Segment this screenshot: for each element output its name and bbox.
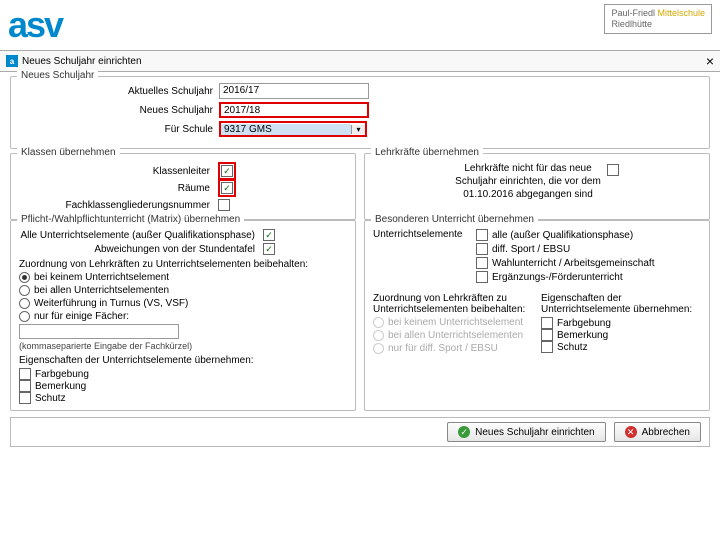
- checkbox-fachklassen[interactable]: [218, 199, 230, 211]
- close-icon[interactable]: ×: [706, 53, 714, 69]
- label-farbgebung-r: Farbgebung: [557, 318, 611, 329]
- input-fachkuerzel[interactable]: [19, 324, 179, 339]
- footer: ✓ Neues Schuljahr einrichten ✕ Abbrechen: [10, 417, 710, 447]
- cancel-icon: ✕: [625, 426, 637, 438]
- ok-button[interactable]: ✓ Neues Schuljahr einrichten: [447, 422, 606, 442]
- label-b2: diff. Sport / EBSU: [492, 244, 570, 255]
- dropdown-schule-value: 9317 GMS: [221, 124, 351, 135]
- section-schuljahr: Neues Schuljahr Aktuelles Schuljahr 2016…: [10, 76, 710, 149]
- section-title-besonderer: Besonderen Unterricht übernehmen: [371, 214, 538, 225]
- checkbox-schutz-r[interactable]: [541, 341, 553, 353]
- checkbox-schutz-l[interactable]: [19, 392, 31, 404]
- radio-b-alle: [373, 330, 384, 341]
- label-neues: Neues Schuljahr: [19, 105, 219, 116]
- checkbox-alle-ue[interactable]: ✓: [263, 229, 275, 241]
- section-lehrkraefte: Lehrkräfte übernehmen Lehrkräfte nicht f…: [364, 153, 710, 220]
- checkbox-raeume[interactable]: ✓: [221, 182, 233, 194]
- label-farbgebung-l: Farbgebung: [35, 369, 89, 380]
- section-title-lehrkraefte: Lehrkräfte übernehmen: [371, 147, 483, 158]
- label-b3: Wahlunterricht / Arbeitsgemeinschaft: [492, 258, 654, 269]
- radio-turnus[interactable]: [19, 298, 30, 309]
- window-titlebar: a Neues Schuljahr einrichten ×: [0, 50, 720, 72]
- label-raeume: Räume: [19, 183, 214, 194]
- checkbox-klassenleiter[interactable]: ✓: [221, 165, 233, 177]
- eigenschaften-title-left: Eigenschaften der Unterrichtselemente üb…: [19, 355, 347, 366]
- label-r2: bei allen Unterrichtselementen: [34, 285, 169, 296]
- label-b1: alle (außer Qualifikationsphase): [492, 230, 633, 241]
- app-logo: asv: [8, 4, 62, 46]
- label-br1: bei keinem Unterrichtselement: [388, 317, 523, 328]
- section-title-pflicht: Pflicht-/Wahlpflichtunterricht (Matrix) …: [17, 214, 244, 225]
- checkbox-bemerkung-l[interactable]: [19, 380, 31, 392]
- label-schutz-l: Schutz: [35, 393, 66, 404]
- checkbox-farbgebung-l[interactable]: [19, 368, 31, 380]
- label-b4: Ergänzungs-/Förderunterricht: [492, 272, 623, 283]
- label-ue: Unterrichtselemente: [373, 229, 468, 283]
- section-title-schuljahr: Neues Schuljahr: [17, 70, 98, 81]
- school-badge: Paul-Friedl Mittelschule Riedlhütte: [604, 4, 712, 34]
- label-r1: bei keinem Unterrichtselement: [34, 272, 169, 283]
- label-schutz-r: Schutz: [557, 342, 588, 353]
- checkbox-abweichungen[interactable]: ✓: [263, 243, 275, 255]
- window-title: Neues Schuljahr einrichten: [22, 56, 142, 67]
- hint-fachkuerzel: (kommaseparierte Eingabe der Fachkürzel): [19, 341, 347, 351]
- label-fachklassen: Fachklassengliederungsnummer: [19, 200, 214, 211]
- checkbox-bemerkung-r[interactable]: [541, 329, 553, 341]
- label-r3: Weiterführung in Turnus (VS, VSF): [34, 298, 188, 309]
- check-icon: ✓: [458, 426, 470, 438]
- label-br3: nur für diff. Sport / EBSU: [388, 343, 498, 354]
- zuordnung-title-right: Zuordnung von Lehrkräften zu Unterrichts…: [373, 293, 533, 315]
- checkbox-b1[interactable]: [476, 229, 488, 241]
- section-title-klassen: Klassen übernehmen: [17, 147, 120, 158]
- dropdown-schule[interactable]: 9317 GMS ▾: [219, 121, 367, 137]
- section-pflicht: Pflicht-/Wahlpflichtunterricht (Matrix) …: [10, 220, 356, 411]
- checkbox-lehrkraefte[interactable]: [607, 164, 619, 176]
- label-aktuelles: Aktuelles Schuljahr: [19, 86, 219, 97]
- radio-keine[interactable]: [19, 272, 30, 283]
- label-klassenleiter: Klassenleiter: [19, 166, 214, 177]
- chevron-down-icon[interactable]: ▾: [351, 125, 365, 134]
- checkbox-b4[interactable]: [476, 271, 488, 283]
- checkbox-farbgebung-r[interactable]: [541, 317, 553, 329]
- cancel-button[interactable]: ✕ Abbrechen: [614, 422, 701, 442]
- cancel-button-label: Abbrechen: [642, 427, 690, 438]
- label-bemerkung-r: Bemerkung: [557, 330, 608, 341]
- label-schule: Für Schule: [19, 124, 219, 135]
- window-icon: a: [6, 55, 18, 67]
- radio-faecher[interactable]: [19, 311, 30, 322]
- label-abweichungen: Abweichungen von der Stundentafel: [19, 244, 259, 255]
- label-alle-ue: Alle Unterrichtselemente (außer Qualifik…: [19, 230, 259, 241]
- section-klassen: Klassen übernehmen Klassenleiter ✓ Räume…: [10, 153, 356, 220]
- field-neues[interactable]: 2017/18: [219, 102, 369, 118]
- label-bemerkung-l: Bemerkung: [35, 381, 86, 392]
- zuordnung-title-left: Zuordnung von Lehrkräften zu Unterrichts…: [19, 259, 347, 270]
- radio-b-diff: [373, 343, 384, 354]
- section-besonderer: Besonderen Unterricht übernehmen Unterri…: [364, 220, 710, 411]
- ok-button-label: Neues Schuljahr einrichten: [475, 427, 595, 438]
- label-br2: bei allen Unterrichtselementen: [388, 330, 523, 341]
- eigenschaften-title-right: Eigenschaften der Unterrichtselemente üb…: [541, 293, 701, 315]
- checkbox-b2[interactable]: [476, 243, 488, 255]
- field-aktuelles: 2016/17: [219, 83, 369, 99]
- label-r4: nur für einige Fächer:: [34, 311, 129, 322]
- radio-b-keine: [373, 317, 384, 328]
- checkbox-b3[interactable]: [476, 257, 488, 269]
- lehrkraefte-text: Lehrkräfte nicht für das neue Schuljahr …: [455, 162, 601, 201]
- radio-alle[interactable]: [19, 285, 30, 296]
